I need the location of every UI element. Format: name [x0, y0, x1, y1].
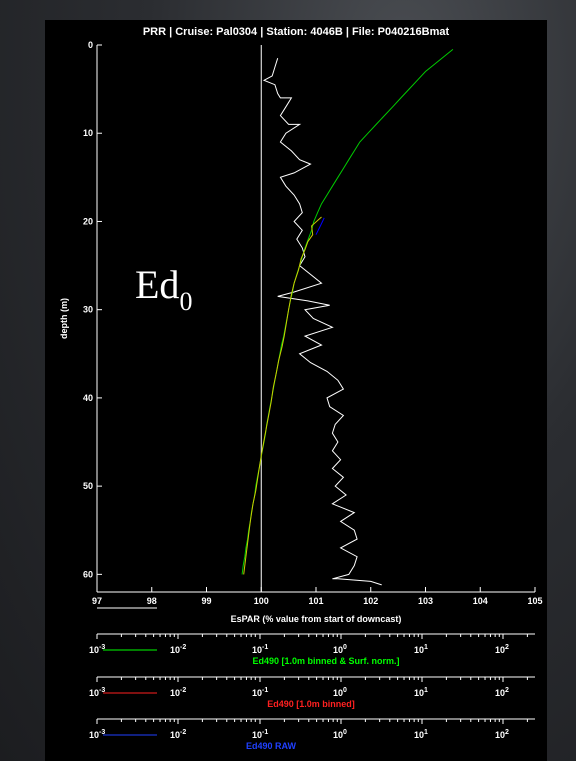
plot-panel: PRR | Cruise: Pal0304 | Station: 4046B |…: [45, 20, 547, 761]
ed0-annotation: Ed0: [135, 262, 192, 316]
y-tick-label: 60: [83, 569, 93, 579]
x-tick-label: 101: [308, 596, 323, 606]
y-tick-label: 30: [83, 305, 93, 315]
y-tick-label: 10: [83, 128, 93, 138]
ed0-base: Ed: [135, 262, 179, 307]
legend-tick-label: 10-3: [89, 687, 105, 698]
legend-tick-label: 102: [495, 644, 509, 655]
legend-tick-label: 101: [414, 729, 428, 740]
legend-tick-label: 10-1: [252, 687, 268, 698]
legend-tick-label: 10-1: [252, 729, 268, 740]
x-tick-label: 105: [527, 596, 542, 606]
legend-tick-label: 10-2: [170, 644, 186, 655]
legend-label-0: Ed490 [1.0m binned & Surf. norm.]: [252, 656, 399, 666]
x-tick-label: 100: [254, 596, 269, 606]
chart-title: PRR | Cruise: Pal0304 | Station: 4046B |…: [142, 26, 450, 38]
x-tick-label: 102: [363, 596, 378, 606]
x-axis-label: EsPAR (% value from start of downcast): [231, 614, 402, 624]
legend-tick-label: 10-1: [252, 644, 268, 655]
x-tick-label: 104: [473, 596, 488, 606]
legend-tick-label: 100: [333, 687, 347, 698]
legend-label-1: Ed490 [1.0m binned]: [267, 699, 355, 709]
series-line-0: [262, 58, 382, 586]
y-tick-label: 20: [83, 216, 93, 226]
legend-tick-label: 10-2: [170, 687, 186, 698]
series-line-3: [315, 217, 325, 235]
legend-tick-label: 10-3: [89, 644, 105, 655]
x-tick-label: 99: [201, 596, 211, 606]
series-line-2: [243, 216, 322, 575]
legend-tick-label: 101: [414, 644, 428, 655]
y-tick-label: 50: [83, 481, 93, 491]
legend-tick-label: 100: [333, 644, 347, 655]
ed0-subscript: 0: [179, 287, 192, 316]
legend-tick-label: 102: [495, 687, 509, 698]
legend-tick-label: 101: [414, 687, 428, 698]
legend-label-2: Ed490 RAW: [246, 741, 297, 751]
x-tick-label: 97: [92, 596, 102, 606]
x-tick-label: 98: [147, 596, 157, 606]
y-tick-label: 0: [88, 40, 93, 50]
legend-tick-label: 10-3: [89, 729, 105, 740]
legend-tick-label: 100: [333, 729, 347, 740]
series-line-1: [241, 49, 454, 575]
y-tick-label: 40: [83, 393, 93, 403]
y-axis-label: depth (m): [59, 298, 69, 339]
legend-tick-label: 102: [495, 729, 509, 740]
x-tick-label: 103: [418, 596, 433, 606]
legend-tick-label: 10-2: [170, 729, 186, 740]
